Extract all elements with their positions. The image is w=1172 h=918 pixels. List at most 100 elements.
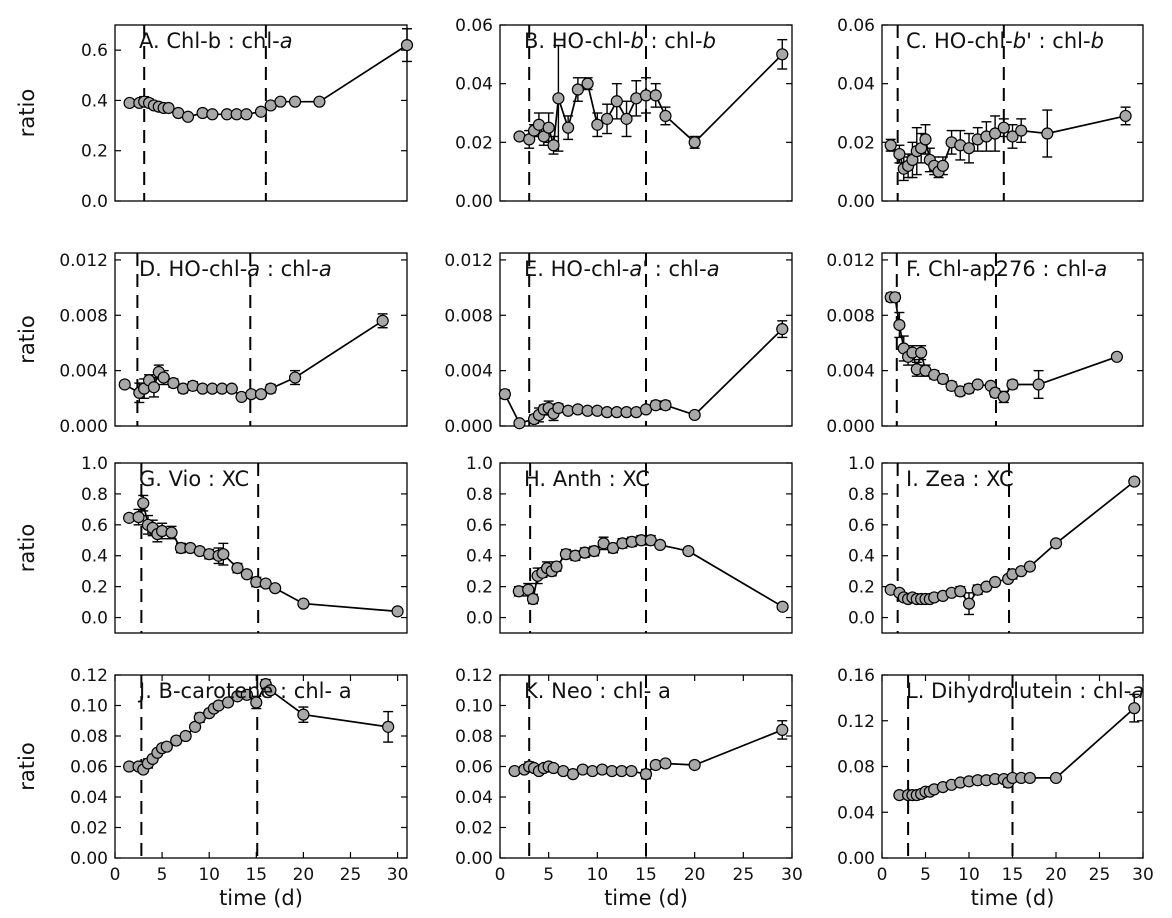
data-point: [181, 110, 195, 123]
panel-h: 0.0 0.2 0.4 0.6 0.8 1.0 H. Anth : XC: [466, 454, 793, 634]
y-tick-label: 0.008: [444, 306, 493, 326]
panel-title: I. Zea : XC: [906, 467, 1014, 491]
y-tick-label: 0.00: [70, 849, 108, 869]
x-tick-label: 10: [587, 865, 609, 885]
panel-title-part: a: [247, 257, 260, 281]
x-tick-label: 25: [733, 865, 755, 885]
data-point: [962, 597, 976, 610]
panel-g: 0.0 0.2 0.4 0.6 0.8 1.0 G. Vio : XC ratio: [15, 454, 408, 634]
data-point: [206, 108, 219, 121]
data-point: [971, 378, 984, 391]
panel-title: L. Dihydrolutein : chl-a: [906, 679, 1144, 703]
panel-b: 0.00 0.02 0.04 0.06 B. HO-chl-b : chl-b: [455, 16, 793, 212]
data-point: [936, 159, 950, 172]
data-point: [225, 382, 238, 395]
panel-title-part: b: [1091, 29, 1104, 53]
data-point: [639, 768, 653, 781]
y-tick-label: 1.0: [848, 454, 875, 474]
data-point: [945, 379, 958, 392]
data-point: [550, 560, 563, 573]
data-point: [1006, 130, 1019, 143]
data-point: [1110, 350, 1124, 363]
data-point: [1032, 378, 1045, 391]
data-point: [888, 291, 902, 304]
y-tick-label: 0.0: [81, 192, 108, 212]
data-point: [654, 538, 667, 552]
panel-title-part: ' : chl-: [1026, 29, 1090, 53]
data-point: [297, 708, 310, 721]
panel-title-part: L. Dihydrolutein : chl-: [906, 679, 1131, 703]
data-point: [264, 684, 277, 697]
data-point: [988, 127, 1002, 140]
series-line: [890, 296, 1118, 398]
panel-c: 0.00 0.02 0.04 0.06 C. HO-chl-b' : chl-b: [837, 16, 1144, 212]
data-point: [1015, 124, 1028, 137]
data-point: [962, 142, 976, 155]
x-tick-label: 25: [1089, 865, 1111, 885]
data-point: [240, 688, 253, 701]
y-tick-label: 0.8: [848, 485, 875, 505]
y-tick-label: 0.04: [455, 75, 493, 95]
y-tick-label: 0.08: [70, 727, 108, 747]
panel-j: 0.00 0.02 0.04 0.06 0.08 0.10 0.12 0 5 10 15 20 25 30…: [15, 666, 408, 910]
panel-title: E. HO-chl-a' : chl-a: [524, 257, 720, 281]
y-tick-label: 0.02: [70, 819, 108, 839]
data-point: [682, 544, 695, 558]
y-tick-label: 0.012: [444, 251, 493, 271]
data-point: [997, 390, 1010, 404]
data-point: [269, 582, 282, 595]
y-tick-label: 0.2: [466, 578, 493, 598]
y-tick-label: 0.4: [466, 547, 493, 567]
panel-title-part: : chl-: [260, 257, 319, 281]
data-point: [997, 121, 1010, 134]
x-tick-label: 0: [110, 865, 121, 885]
data-point: [1049, 771, 1063, 785]
y-tick-label: 0.10: [455, 697, 493, 717]
data-point: [147, 381, 161, 394]
data-point: [1049, 537, 1063, 550]
y-tick-label: 0.000: [826, 417, 875, 437]
y-tick-label: 0.4: [81, 547, 108, 567]
data-point: [915, 346, 928, 359]
y-tick-label: 0.2: [81, 142, 108, 162]
panel-e: 0.000 0.004 0.008 0.012 E. HO-chl-a' : chl-a: [444, 251, 793, 437]
y-tick-label: 0.00: [837, 849, 875, 869]
x-tick-label: 15: [635, 865, 657, 885]
y-tick-label: 0.4: [848, 547, 875, 567]
panel-title-part: a: [707, 257, 720, 281]
x-tick-label: 5: [920, 865, 931, 885]
data-point: [254, 105, 268, 118]
series-line: [890, 480, 1135, 606]
panel-title-part: I. Zea : XC: [906, 467, 1014, 491]
panel-title-part: J. B-carotene : chl- a: [137, 679, 352, 703]
y-tick-label: 0.04: [455, 788, 493, 808]
data-point: [588, 544, 601, 558]
data-point: [254, 388, 268, 401]
y-tick-label: 0.012: [826, 251, 875, 271]
plot-frame: [881, 252, 1144, 427]
data-point: [610, 95, 623, 108]
data-point: [288, 95, 302, 108]
y-tick-label: 1.0: [466, 454, 493, 474]
panel-title: D. HO-chl-a : chl-a: [139, 257, 332, 281]
y-tick-label: 0.06: [455, 758, 493, 778]
y-tick-label: 0.02: [455, 819, 493, 839]
data-point: [552, 92, 565, 105]
data-point: [217, 548, 230, 561]
data-point: [274, 95, 287, 108]
data-point: [893, 318, 906, 332]
data-point: [649, 89, 662, 102]
panel-title-part: K. Neo : chl- a: [524, 679, 671, 703]
x-tick-label: 15: [245, 865, 267, 885]
y-tick-label: 0.06: [455, 16, 493, 36]
data-point: [288, 371, 302, 384]
x-axis-title: time (d): [971, 886, 1055, 910]
data-point: [1023, 560, 1037, 573]
x-axis-title: time (d): [219, 886, 303, 910]
data-point: [137, 497, 150, 510]
data-point: [264, 382, 277, 395]
data-point: [776, 323, 789, 336]
plot-frame: [114, 462, 408, 634]
data-point: [893, 147, 906, 161]
panel-title-part: B. HO-chl-: [524, 29, 631, 53]
